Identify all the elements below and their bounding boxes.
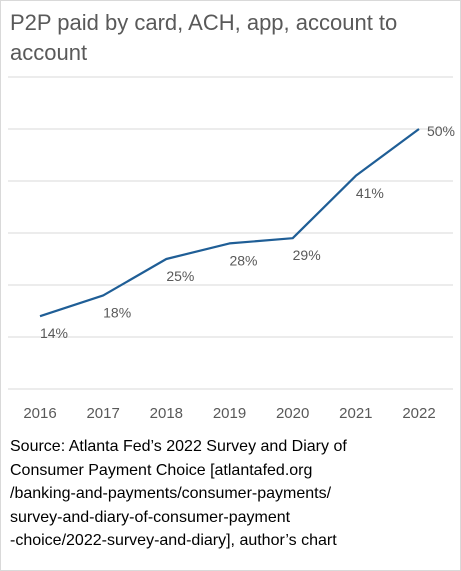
- data-label: 41%: [356, 185, 384, 201]
- x-tick-label: 2022: [402, 405, 435, 422]
- x-tick-label: 2019: [213, 405, 246, 422]
- data-label: 14%: [40, 325, 68, 341]
- data-label: 28%: [229, 252, 257, 268]
- x-tick-label: 2016: [23, 405, 56, 422]
- series-line: [39, 128, 420, 318]
- x-axis-ticks: 2016 2017 2018 2019 2020 2021 2022: [23, 405, 435, 422]
- source-note: Source: Atlanta Fed’s 2022 Survey and Di…: [10, 438, 347, 549]
- chart-title: P2P paid by card, ACH, app, account to a…: [10, 10, 398, 65]
- data-label: 29%: [293, 247, 321, 263]
- x-tick-label: 2021: [339, 405, 372, 422]
- data-label: 50%: [427, 123, 455, 139]
- series-layer: [39, 128, 420, 318]
- gridlines: [8, 76, 453, 390]
- data-labels: 14% 18% 25% 28% 29% 41% 50%: [40, 123, 455, 341]
- x-tick-label: 2020: [276, 405, 309, 422]
- x-tick-label: 2018: [150, 405, 183, 422]
- x-tick-label: 2017: [86, 405, 119, 422]
- data-label: 18%: [103, 304, 131, 320]
- data-label: 25%: [166, 268, 194, 284]
